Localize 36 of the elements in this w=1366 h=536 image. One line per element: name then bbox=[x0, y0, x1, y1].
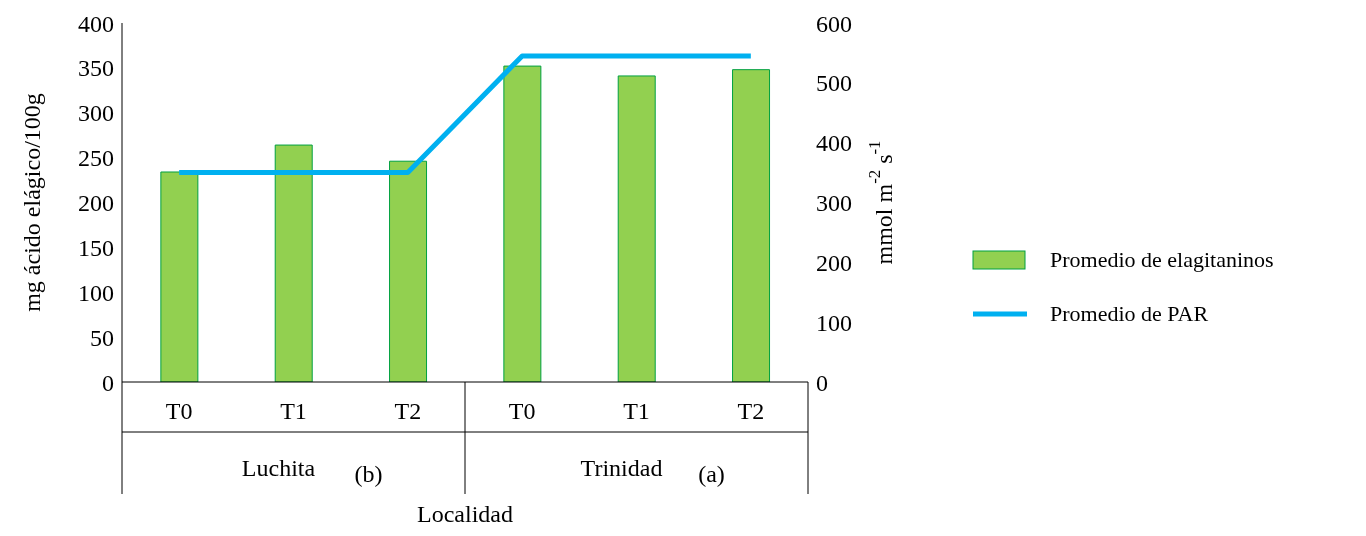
text: (a) bbox=[698, 461, 725, 487]
x-tick-label: T1 bbox=[280, 398, 307, 425]
x-tick-label: T1 bbox=[623, 398, 650, 425]
y2-tick-label: 0 bbox=[816, 369, 828, 396]
y-tick-label: 150 bbox=[78, 234, 114, 261]
x-tick-label: T0 bbox=[165, 398, 193, 425]
y-tick-label: 250 bbox=[78, 145, 114, 172]
y-tick-label: 50 bbox=[90, 324, 114, 351]
y-tick-label: 200 bbox=[78, 190, 114, 217]
y-axis-title: mg ácido elágico/100g bbox=[19, 93, 45, 312]
bar bbox=[503, 65, 542, 382]
bar bbox=[732, 69, 771, 382]
y-tick-label: 350 bbox=[78, 55, 114, 82]
text: (b) bbox=[354, 461, 383, 487]
y2-tick-label: 200 bbox=[816, 249, 852, 276]
legend-label: Promedio de PAR bbox=[1050, 301, 1209, 327]
y2-tick-label: 600 bbox=[816, 10, 852, 37]
bar bbox=[274, 144, 313, 382]
x-axis-title: Localidad bbox=[417, 501, 513, 527]
text: Trinidad bbox=[580, 455, 663, 481]
y2-tick-label: 100 bbox=[816, 309, 852, 336]
x-tick-label: T2 bbox=[394, 398, 422, 425]
y-tick-label: 300 bbox=[78, 100, 114, 127]
y2-tick-label: 300 bbox=[816, 190, 852, 217]
x-tick-label: T2 bbox=[737, 398, 765, 425]
y2-tick-label: 500 bbox=[816, 70, 852, 97]
y-tick-label: 400 bbox=[78, 10, 114, 37]
bar bbox=[617, 75, 656, 382]
x-tick-label: T0 bbox=[508, 398, 536, 425]
bar bbox=[160, 171, 199, 382]
y2-tick-label: 400 bbox=[816, 130, 852, 157]
legend-label: Promedio de elagitaninos bbox=[1050, 247, 1274, 273]
bar bbox=[389, 160, 428, 382]
text: Luchita bbox=[241, 455, 316, 481]
y-tick-label: 0 bbox=[102, 369, 114, 396]
y-tick-label: 100 bbox=[78, 279, 114, 306]
